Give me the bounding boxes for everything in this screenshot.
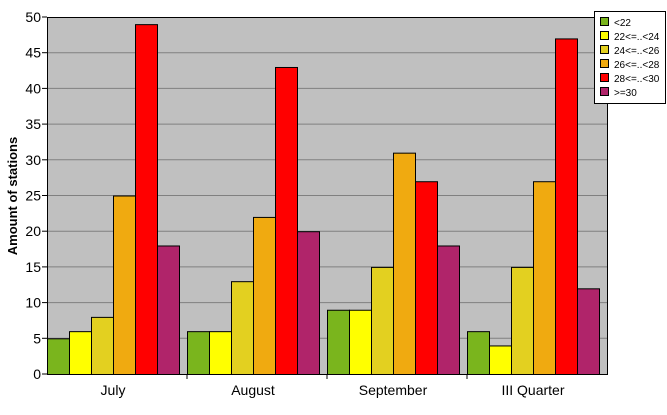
y-tick-label: 0 xyxy=(33,366,41,382)
bar xyxy=(253,216,276,375)
bar xyxy=(533,181,556,375)
bar xyxy=(327,309,350,375)
y-tick-label: 35 xyxy=(25,116,41,132)
bar xyxy=(489,345,512,376)
legend-swatch xyxy=(600,87,609,96)
x-tick-labels: July August September III Quarter xyxy=(101,382,565,398)
legend-label: 26<=..<28 xyxy=(614,60,660,71)
y-tick-label: 50 xyxy=(25,9,41,25)
bar xyxy=(393,152,416,375)
legend-swatch xyxy=(600,45,609,54)
bars xyxy=(47,24,600,376)
legend-swatch xyxy=(600,31,609,40)
bar xyxy=(371,266,394,375)
y-tick-label: 45 xyxy=(25,45,41,61)
legend-label: 24<=..<26 xyxy=(614,46,660,57)
bar xyxy=(577,288,600,376)
y-tick-label: 20 xyxy=(25,223,41,239)
bar xyxy=(91,316,114,376)
y-tick-label: 30 xyxy=(25,152,41,168)
bar xyxy=(209,331,232,376)
bar xyxy=(349,309,372,375)
y-tick-labels: 0 5 10 15 20 25 30 35 40 45 50 xyxy=(25,9,41,382)
x-tick-label: September xyxy=(359,382,428,398)
legend-label: 22<=..<24 xyxy=(614,32,660,43)
bar xyxy=(47,338,70,375)
legend-label: <22 xyxy=(614,18,631,29)
bar xyxy=(297,231,320,375)
bar xyxy=(437,245,460,375)
bar xyxy=(511,266,534,375)
bar xyxy=(113,195,136,375)
legend-swatch xyxy=(600,59,609,68)
x-tick-label: August xyxy=(231,382,275,398)
bar xyxy=(275,66,298,375)
bar xyxy=(187,331,210,376)
bar xyxy=(69,331,92,376)
bar xyxy=(231,281,254,375)
axes xyxy=(42,16,608,379)
y-tick-label: 25 xyxy=(25,188,41,204)
y-tick-label: 15 xyxy=(25,259,41,275)
x-tick-label: July xyxy=(101,382,126,398)
bar xyxy=(555,38,578,375)
y-axis-title: Amount of stations xyxy=(5,137,20,255)
legend-label: 28<=..<30 xyxy=(614,74,660,85)
x-tick-label: III Quarter xyxy=(501,382,564,398)
bar xyxy=(415,181,438,375)
bar xyxy=(135,24,158,375)
bar xyxy=(157,245,180,375)
y-tick-label: 5 xyxy=(33,330,41,346)
legend-swatch xyxy=(600,73,609,82)
y-tick-label: 40 xyxy=(25,80,41,96)
y-tick-label: 10 xyxy=(25,295,41,311)
legend: <22 22<=..<24 24<=..<26 26<=..<28 28<=..<30 >… xyxy=(594,11,666,104)
legend-label: >=30 xyxy=(614,88,637,99)
bar xyxy=(467,331,490,376)
legend-swatch xyxy=(600,17,609,26)
